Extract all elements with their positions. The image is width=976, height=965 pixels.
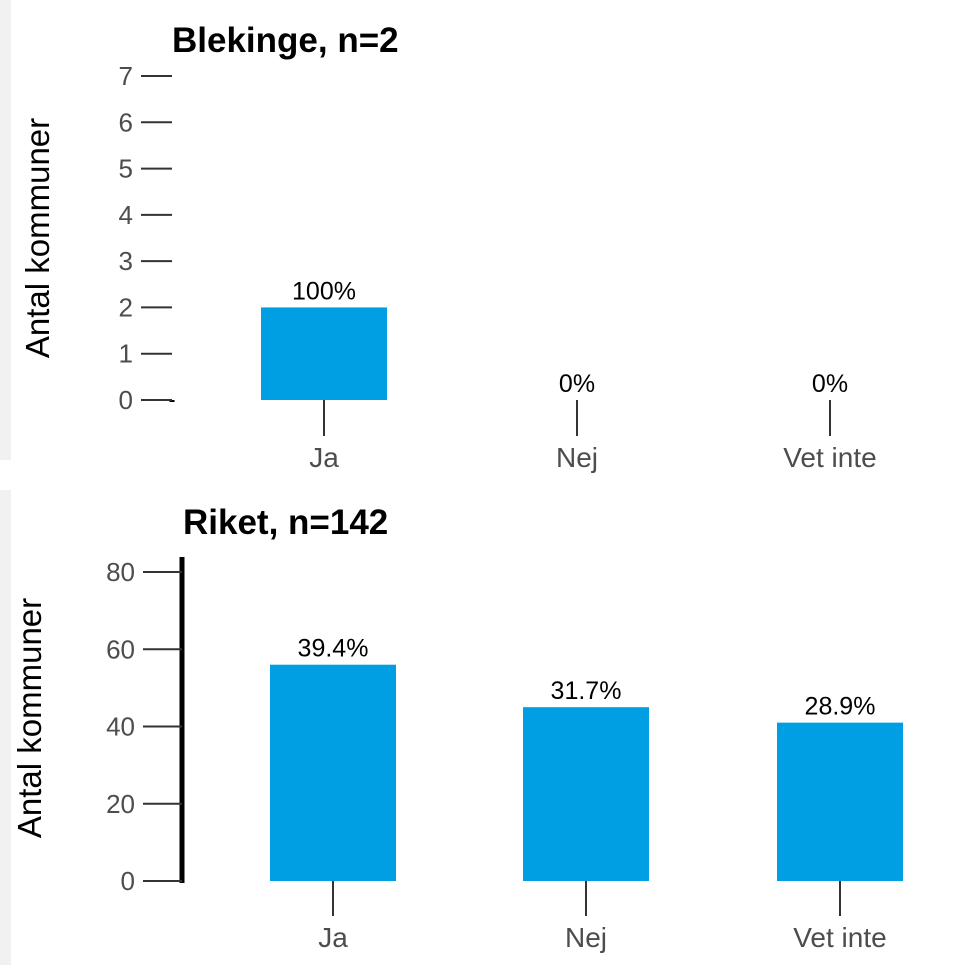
y-tick-label: 5: [119, 154, 133, 184]
x-tick-label: Ja: [309, 442, 339, 473]
bar: [270, 664, 396, 881]
y-tick-label: 80: [106, 557, 135, 587]
x-tick-label: Vet inte: [793, 922, 886, 953]
y-axis-label: Antal kommuner: [11, 598, 48, 838]
data-label: 100%: [292, 277, 356, 305]
x-tick-label: Vet inte: [783, 442, 876, 473]
data-label: 31.7%: [551, 677, 622, 705]
y-tick-label: 3: [119, 246, 133, 276]
left-margin-strip: [0, 0, 11, 460]
x-tick-label: Nej: [565, 922, 607, 953]
y-tick-label: 40: [106, 712, 135, 742]
y-tick-label: 4: [119, 200, 133, 230]
chart-blekinge: Blekinge, n=2 Antal kommuner 0 1 2 3 4 5 6 7 100…: [19, 21, 877, 473]
chart-riket: Riket, n=142 Antal kommuner 0 20 40 60 80 39.…: [11, 503, 903, 953]
y-tick-label: 0: [121, 866, 135, 896]
bar: [777, 722, 903, 881]
y-tick-label: 60: [106, 634, 135, 664]
data-label: 0%: [559, 370, 595, 398]
left-margin-strip: [0, 490, 11, 965]
y-tick-label: 0: [119, 385, 133, 415]
data-label: 0%: [812, 370, 848, 398]
x-tick-label: Nej: [556, 442, 598, 473]
bar: [261, 307, 387, 400]
y-tick-label: 1: [119, 339, 133, 369]
y-axis-label: Antal kommuner: [19, 118, 56, 358]
data-label: 28.9%: [805, 693, 876, 721]
chart-title: Riket, n=142: [183, 503, 388, 542]
x-tick-label: Ja: [318, 922, 348, 953]
y-tick-label: 7: [119, 61, 133, 91]
bar: [523, 707, 649, 881]
chart-title: Blekinge, n=2: [172, 21, 399, 60]
data-label: 39.4%: [298, 635, 369, 663]
y-tick-label: 20: [106, 789, 135, 819]
y-tick-label: 2: [119, 292, 133, 322]
y-tick-label: 6: [119, 107, 133, 137]
